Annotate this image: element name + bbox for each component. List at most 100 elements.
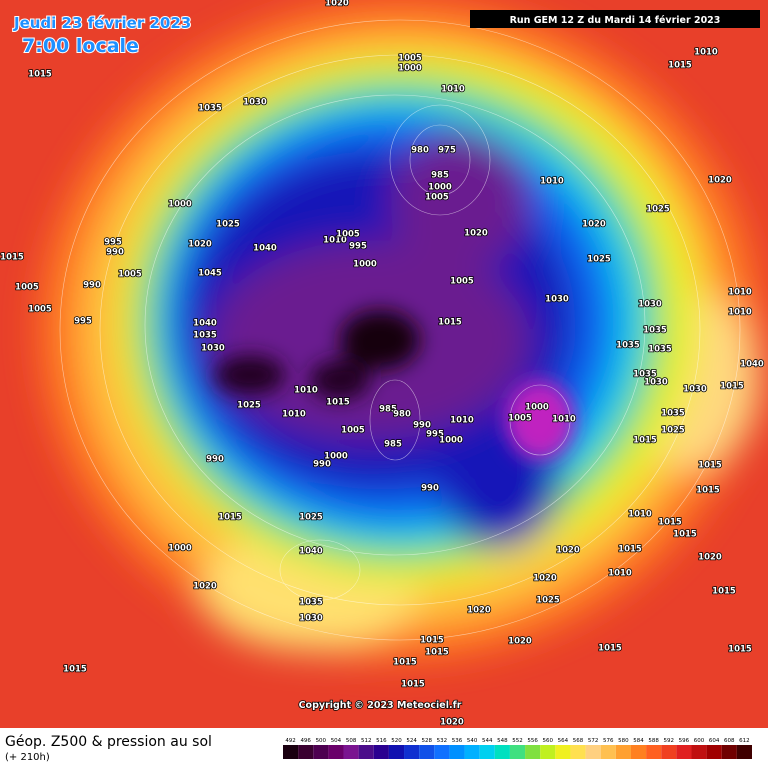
pressure-label: 1030 [683,385,707,395]
pressure-label: 990 [106,248,124,258]
legend-label: 568 [573,738,584,744]
field [0,0,768,728]
pressure-label: 1030 [644,378,668,388]
pressure-label: 1000 [353,260,377,270]
pressure-label: 1005 [450,277,474,287]
pressure-label: 1015 [218,513,242,523]
pressure-label: 985 [384,440,402,450]
pressure-label: 1020 [440,718,464,728]
pressure-label: 1005 [336,230,360,240]
pressure-label: 1020 [708,176,732,186]
pressure-label: 985 [379,405,397,415]
legend: 492 496 500 504 508 512 516 520 524 528 532 536 540 5… [283,738,752,759]
pressure-label: 1045 [198,269,222,279]
pressure-label: 1010 [728,288,752,298]
pressure-label: 990 [421,484,439,494]
legend-label: 548 [497,738,508,744]
legend-label: 544 [482,738,493,744]
legend-swatch [283,745,299,759]
pressure-label: 1000 [168,200,192,210]
pressure-label: 1030 [299,614,323,624]
pressure-label: 1040 [253,244,277,254]
legend-swatch [328,745,344,759]
pressure-label: 1015 [598,644,622,654]
pressure-label: 1015 [698,461,722,471]
legend-swatch [449,745,465,759]
run-box [470,10,760,28]
pressure-label: 1000 [398,64,422,74]
pressure-label: 1005 [398,54,422,64]
legend-swatch [615,745,631,759]
pressure-label: 1035 [299,598,323,608]
pressure-label: 1010 [441,85,465,95]
pressure-label: 1010 [628,510,652,520]
pressure-label: 1000 [428,183,452,193]
pressure-label: 1025 [587,255,611,265]
legend-swatch [706,745,722,759]
legend-swatch [434,745,450,759]
footer-lead: (+ 210h) [5,752,50,763]
pressure-label: 1020 [325,0,349,9]
pressure-label: 1020 [467,606,491,616]
legend-label: 560 [543,738,554,744]
pressure-label: 1010 [552,415,576,425]
pressure-label: 1020 [556,546,580,556]
pressure-label: 1040 [740,360,764,370]
pressure-label: 1035 [643,326,667,336]
legend-swatch [388,745,405,759]
pressure-label: 1035 [198,104,222,114]
pressure-label: 1035 [193,331,217,341]
legend-label: 516 [376,738,387,744]
pressure-label: 1015 [720,382,744,392]
legend-swatch [540,745,556,759]
date: Jeudi 23 février 2023 [13,14,191,32]
pressure-label: 990 [206,455,224,465]
pressure-label: 1030 [545,295,569,305]
legend-swatch [343,745,359,759]
copyright: Copyright © 2023 Meteociel.fr [299,700,462,711]
pressure-label: 1015 [401,680,425,690]
legend-label: 584 [633,738,644,744]
legend-swatch [313,745,329,759]
pressure-label: 1020 [533,574,557,584]
pressure-label: 1000 [525,403,549,413]
legend-swatch [600,745,616,759]
pressure-label: 1040 [193,319,217,329]
legend-label: 512 [361,738,372,744]
legend-label: 608 [724,738,735,744]
pressure-label: 1015 [728,645,752,655]
legend-label: 524 [406,738,417,744]
pressure-label: 1015 [633,436,657,446]
pressure-label: 1015 [673,530,697,540]
legend-swatch [691,745,707,759]
pressure-label: 980 [411,146,429,156]
pressure-label: 1015 [326,398,350,408]
legend-label: 556 [527,738,538,744]
pressure-label: 1005 [341,426,365,436]
pressure-label: 1015 [0,253,24,263]
pressure-label: 1025 [536,596,560,606]
pressure-label: 1005 [425,193,449,203]
pressure-label: 1015 [696,486,720,496]
legend-swatch [419,745,435,759]
legend-swatch [373,745,389,759]
pressure-label: 1015 [712,587,736,597]
pressure-label: 1010 [323,236,347,246]
pressure-label: 990 [83,281,101,291]
legend-label: 532 [437,738,448,744]
legend-label: 564 [558,738,569,744]
pressure-label: 1010 [294,386,318,396]
legend-label: 536 [452,738,463,744]
pressure-label: 1010 [450,416,474,426]
pressure-label: 975 [438,146,456,156]
legend-label: 576 [603,738,614,744]
pressure-label: 1035 [616,341,640,351]
pressure-label: 1005 [118,270,142,280]
pressure-label: 1025 [299,513,323,523]
pressure-label: 995 [426,430,444,440]
pressure-label: 1025 [661,426,685,436]
legend-swatch [298,745,314,759]
